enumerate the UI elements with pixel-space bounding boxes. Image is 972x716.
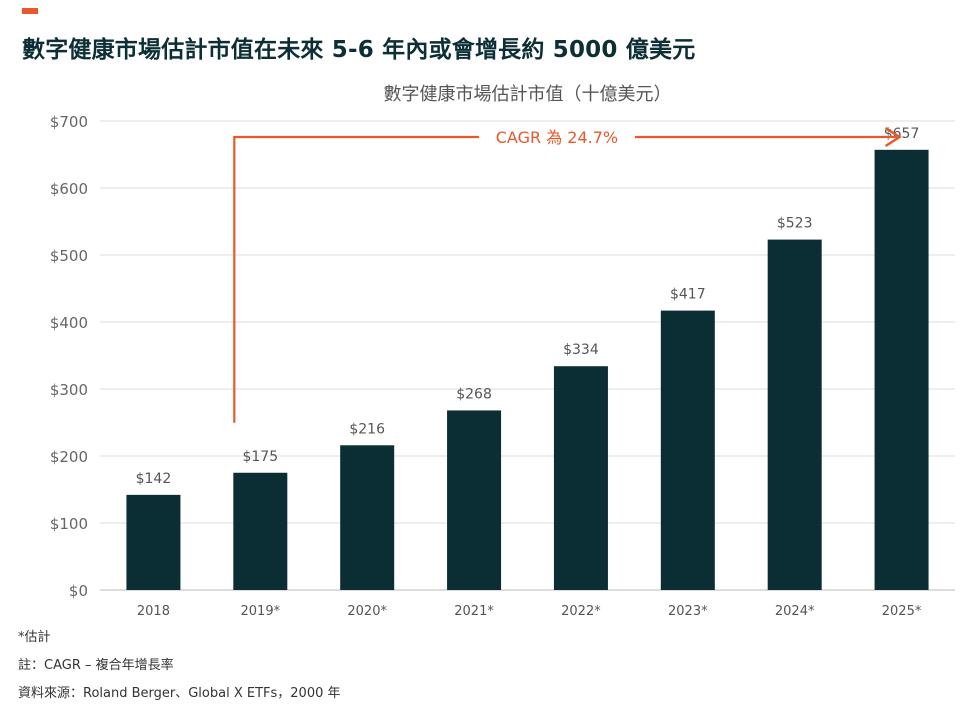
chart-title: 數字健康市場估計市值（十億美元） [384, 84, 672, 105]
bar [553, 366, 608, 590]
x-tick-label: 2023* [668, 604, 708, 619]
footnote-note: 註：CAGR – 複合年增長率 [18, 658, 174, 673]
x-tick-label: 2022* [561, 604, 601, 619]
x-tick-label: 2025* [882, 604, 922, 619]
x-tick-label: 2020* [347, 604, 387, 619]
footnote-estimate: *估計 [18, 630, 51, 645]
bar [233, 472, 288, 590]
bar-value-label: $523 [777, 216, 813, 232]
x-tick-label: 2024* [775, 604, 815, 619]
chart-container: 數字健康市場估計市值（十億美元） $0 $100 $200 $300 $400 $500 $6… [0, 70, 972, 630]
page-headline: 數字健康市場估計市值在未來 5-6 年內或會增長約 5000 億美元 [22, 37, 696, 63]
bar-value-label: $142 [136, 471, 172, 487]
y-tick-label: $0 [69, 582, 88, 600]
bar-value-label: $175 [242, 449, 278, 465]
y-tick-label: $500 [50, 247, 88, 265]
x-tick-label: 2021* [454, 604, 494, 619]
bar-value-label: $268 [456, 386, 492, 402]
y-tick-label: $700 [50, 113, 88, 131]
bar [767, 239, 822, 590]
y-tick-label: $200 [50, 448, 88, 466]
bar-value-label: $417 [670, 287, 706, 303]
cagr-label: CAGR 為 24.7% [496, 128, 618, 147]
bar [340, 445, 395, 590]
x-tick-label: 2018 [137, 604, 170, 619]
footnote-source: 資料來源：Roland Berger、Global X ETFs，2000 年 [18, 686, 341, 701]
y-tick-label: $600 [50, 180, 88, 198]
bar [126, 494, 181, 590]
bar [660, 310, 715, 590]
bar-value-label: $657 [884, 126, 920, 142]
y-tick-label: $300 [50, 381, 88, 399]
cagr-arrow-line [233, 135, 896, 423]
bar-value-label: $216 [349, 421, 385, 437]
bar [447, 410, 502, 590]
bar [874, 149, 929, 590]
x-tick-label: 2019* [241, 604, 281, 619]
cagr-arrow-head [884, 126, 902, 148]
bar-value-label: $334 [563, 342, 599, 358]
accent-bar [22, 8, 38, 14]
y-tick-label: $400 [50, 314, 88, 332]
bar-chart: 數字健康市場估計市值（十億美元） $0 $100 $200 $300 $400 $500 $6… [50, 84, 955, 619]
cagr-label-bg [478, 122, 635, 152]
footnotes: *估計 註：CAGR – 複合年增長率 資料來源：Roland Berger、G… [18, 628, 341, 712]
y-tick-label: $100 [50, 515, 88, 533]
